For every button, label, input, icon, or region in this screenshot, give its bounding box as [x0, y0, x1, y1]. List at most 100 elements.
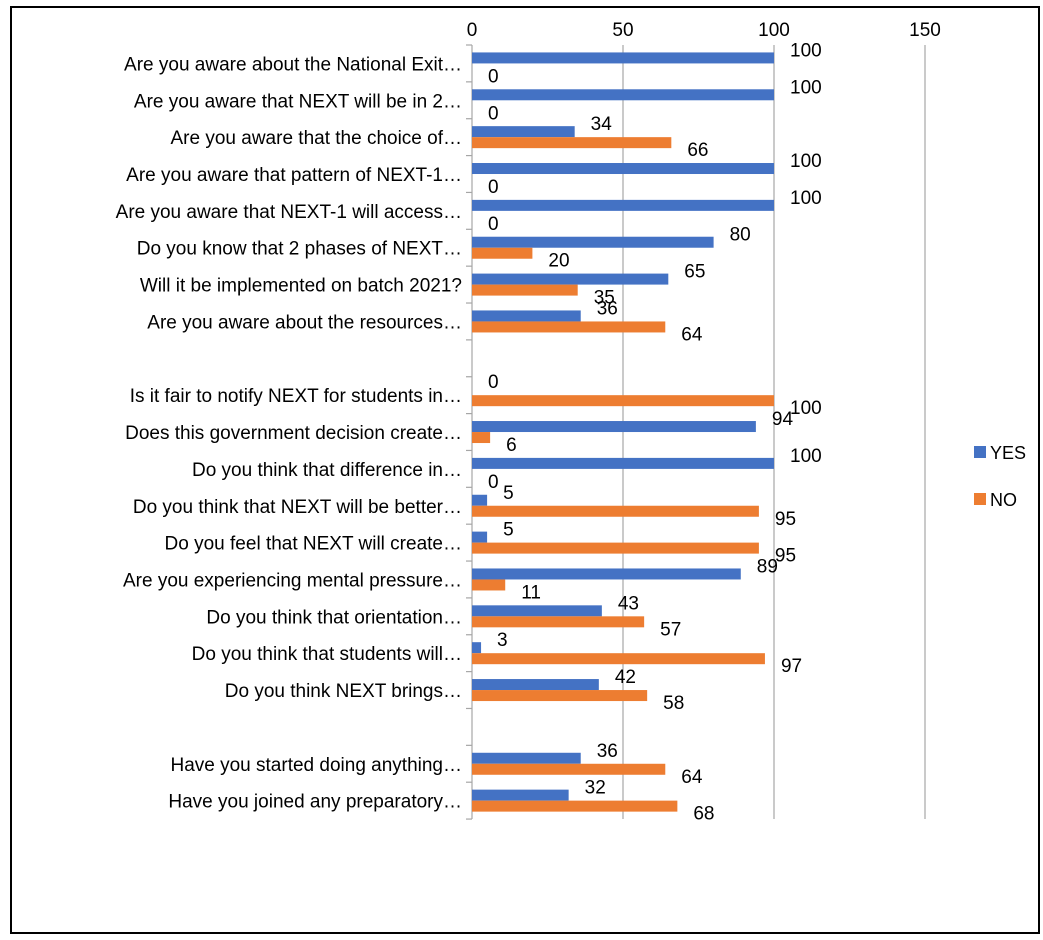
- tick-label: 50: [612, 20, 633, 41]
- data-label-yes: 0: [488, 372, 499, 393]
- bar-no: [472, 542, 759, 554]
- bar-yes: [472, 457, 774, 469]
- category-label: Are you aware that the choice of…: [171, 128, 463, 149]
- bar-no: [472, 247, 533, 259]
- bar-yes: [472, 236, 714, 248]
- data-label-no: 95: [775, 509, 796, 530]
- data-label-no: 0: [488, 66, 499, 87]
- data-label-no: 11: [521, 582, 541, 603]
- bar-yes: [472, 163, 774, 175]
- data-label-yes: 65: [684, 262, 705, 283]
- data-label-yes: 32: [585, 778, 606, 799]
- category-label: Will it be implemented on batch 2021?: [140, 276, 462, 297]
- data-label-yes: 36: [597, 741, 618, 762]
- bar-no: [472, 690, 648, 702]
- chart-frame: [10, 6, 1040, 934]
- bar-no: [472, 137, 672, 149]
- category-label: Are you aware that pattern of NEXT-1…: [126, 165, 462, 186]
- data-label-no: 66: [687, 140, 708, 161]
- category-label: Does this government decision create…: [125, 423, 462, 444]
- category-label: Are you experiencing mental pressure…: [123, 570, 462, 591]
- legend-swatch-yes: [974, 446, 986, 458]
- category-label: Are you aware that NEXT-1 will access…: [116, 202, 462, 223]
- data-label-yes: 89: [757, 556, 778, 577]
- bar-yes: [472, 679, 599, 691]
- bar-no: [472, 616, 645, 628]
- category-label: Are you aware about the National Exit…: [124, 54, 462, 75]
- data-label-no: 20: [548, 251, 569, 272]
- bar-yes: [472, 52, 774, 64]
- bar-no: [472, 505, 759, 517]
- category-label: Do you think that difference in…: [192, 460, 462, 481]
- data-label-yes: 3: [497, 630, 508, 651]
- data-label-yes: 5: [503, 520, 514, 541]
- legend-label-no: NO: [990, 490, 1017, 510]
- data-label-no: 0: [488, 103, 499, 124]
- bar-no: [472, 321, 666, 333]
- category-label: Do you think that students will…: [192, 644, 462, 665]
- category-axis: [466, 44, 473, 820]
- bar-yes: [472, 568, 741, 580]
- data-label-yes: 100: [790, 188, 822, 209]
- data-label-no: 6: [506, 435, 517, 456]
- data-label-yes: 42: [615, 667, 636, 688]
- value-axis: 0 50 100 150: [467, 20, 941, 41]
- bar-yes: [472, 642, 482, 654]
- data-label-no: 100: [790, 398, 822, 419]
- bars: [472, 52, 774, 812]
- category-label: Have you started doing anything…: [170, 755, 462, 776]
- data-label-yes: 94: [772, 409, 794, 430]
- category-label: Have you joined any preparatory…: [168, 792, 462, 813]
- bar-no: [472, 284, 578, 296]
- category-label: Do you know that 2 phases of NEXT…: [137, 239, 462, 260]
- data-label-no: 97: [781, 656, 802, 677]
- data-label-no: 58: [663, 693, 684, 714]
- data-label-no: 0: [488, 177, 499, 198]
- bar-no: [472, 579, 506, 591]
- data-label-no: 35: [594, 288, 615, 309]
- data-label-yes: 43: [618, 593, 639, 614]
- tick-label: 0: [467, 20, 478, 41]
- category-label: Do you think that orientation…: [206, 607, 462, 628]
- category-label: Are you aware that NEXT will be in 2…: [134, 91, 462, 112]
- bar-yes: [472, 273, 669, 285]
- data-label-no: 0: [488, 214, 499, 235]
- category-label: Do you feel that NEXT will create…: [165, 534, 462, 555]
- data-label-no: 68: [693, 804, 714, 825]
- bar-yes: [472, 89, 774, 101]
- data-label-yes: 100: [790, 151, 822, 172]
- category-labels: Are you aware about the National Exit… Ar…: [116, 54, 462, 812]
- bar-no: [472, 763, 666, 775]
- bar-no: [472, 800, 678, 812]
- bar-yes: [472, 789, 569, 801]
- data-label-no: 95: [775, 546, 796, 567]
- bar-yes: [472, 752, 581, 764]
- bar-yes: [472, 605, 602, 617]
- tick-label: 150: [909, 20, 941, 41]
- data-label-yes: 36: [597, 298, 618, 319]
- bar-no: [472, 395, 774, 407]
- bar-yes: [472, 421, 756, 433]
- data-label-yes: 100: [790, 446, 822, 467]
- legend: YES NO: [974, 443, 1026, 510]
- category-label: Do you think that NEXT will be better…: [133, 497, 462, 518]
- bar-yes: [472, 531, 488, 543]
- data-label-no: 64: [681, 324, 703, 345]
- data-label-yes: 34: [591, 114, 613, 135]
- legend-swatch-no: [974, 493, 986, 505]
- data-label-yes: 80: [730, 225, 751, 246]
- data-label-yes: 5: [503, 483, 514, 504]
- legend-label-yes: YES: [990, 443, 1026, 463]
- data-label-no: 57: [660, 619, 681, 640]
- data-label-yes: 100: [790, 77, 822, 98]
- data-label-yes: 100: [790, 40, 822, 61]
- data-label-no: 64: [681, 767, 703, 788]
- data-label-no: 0: [488, 472, 499, 493]
- bar-no: [472, 432, 491, 444]
- tick-label: 100: [758, 20, 790, 41]
- bar-no: [472, 653, 765, 665]
- bar-yes: [472, 126, 575, 138]
- category-label: Are you aware about the resources…: [147, 312, 462, 333]
- bar-yes: [472, 494, 488, 506]
